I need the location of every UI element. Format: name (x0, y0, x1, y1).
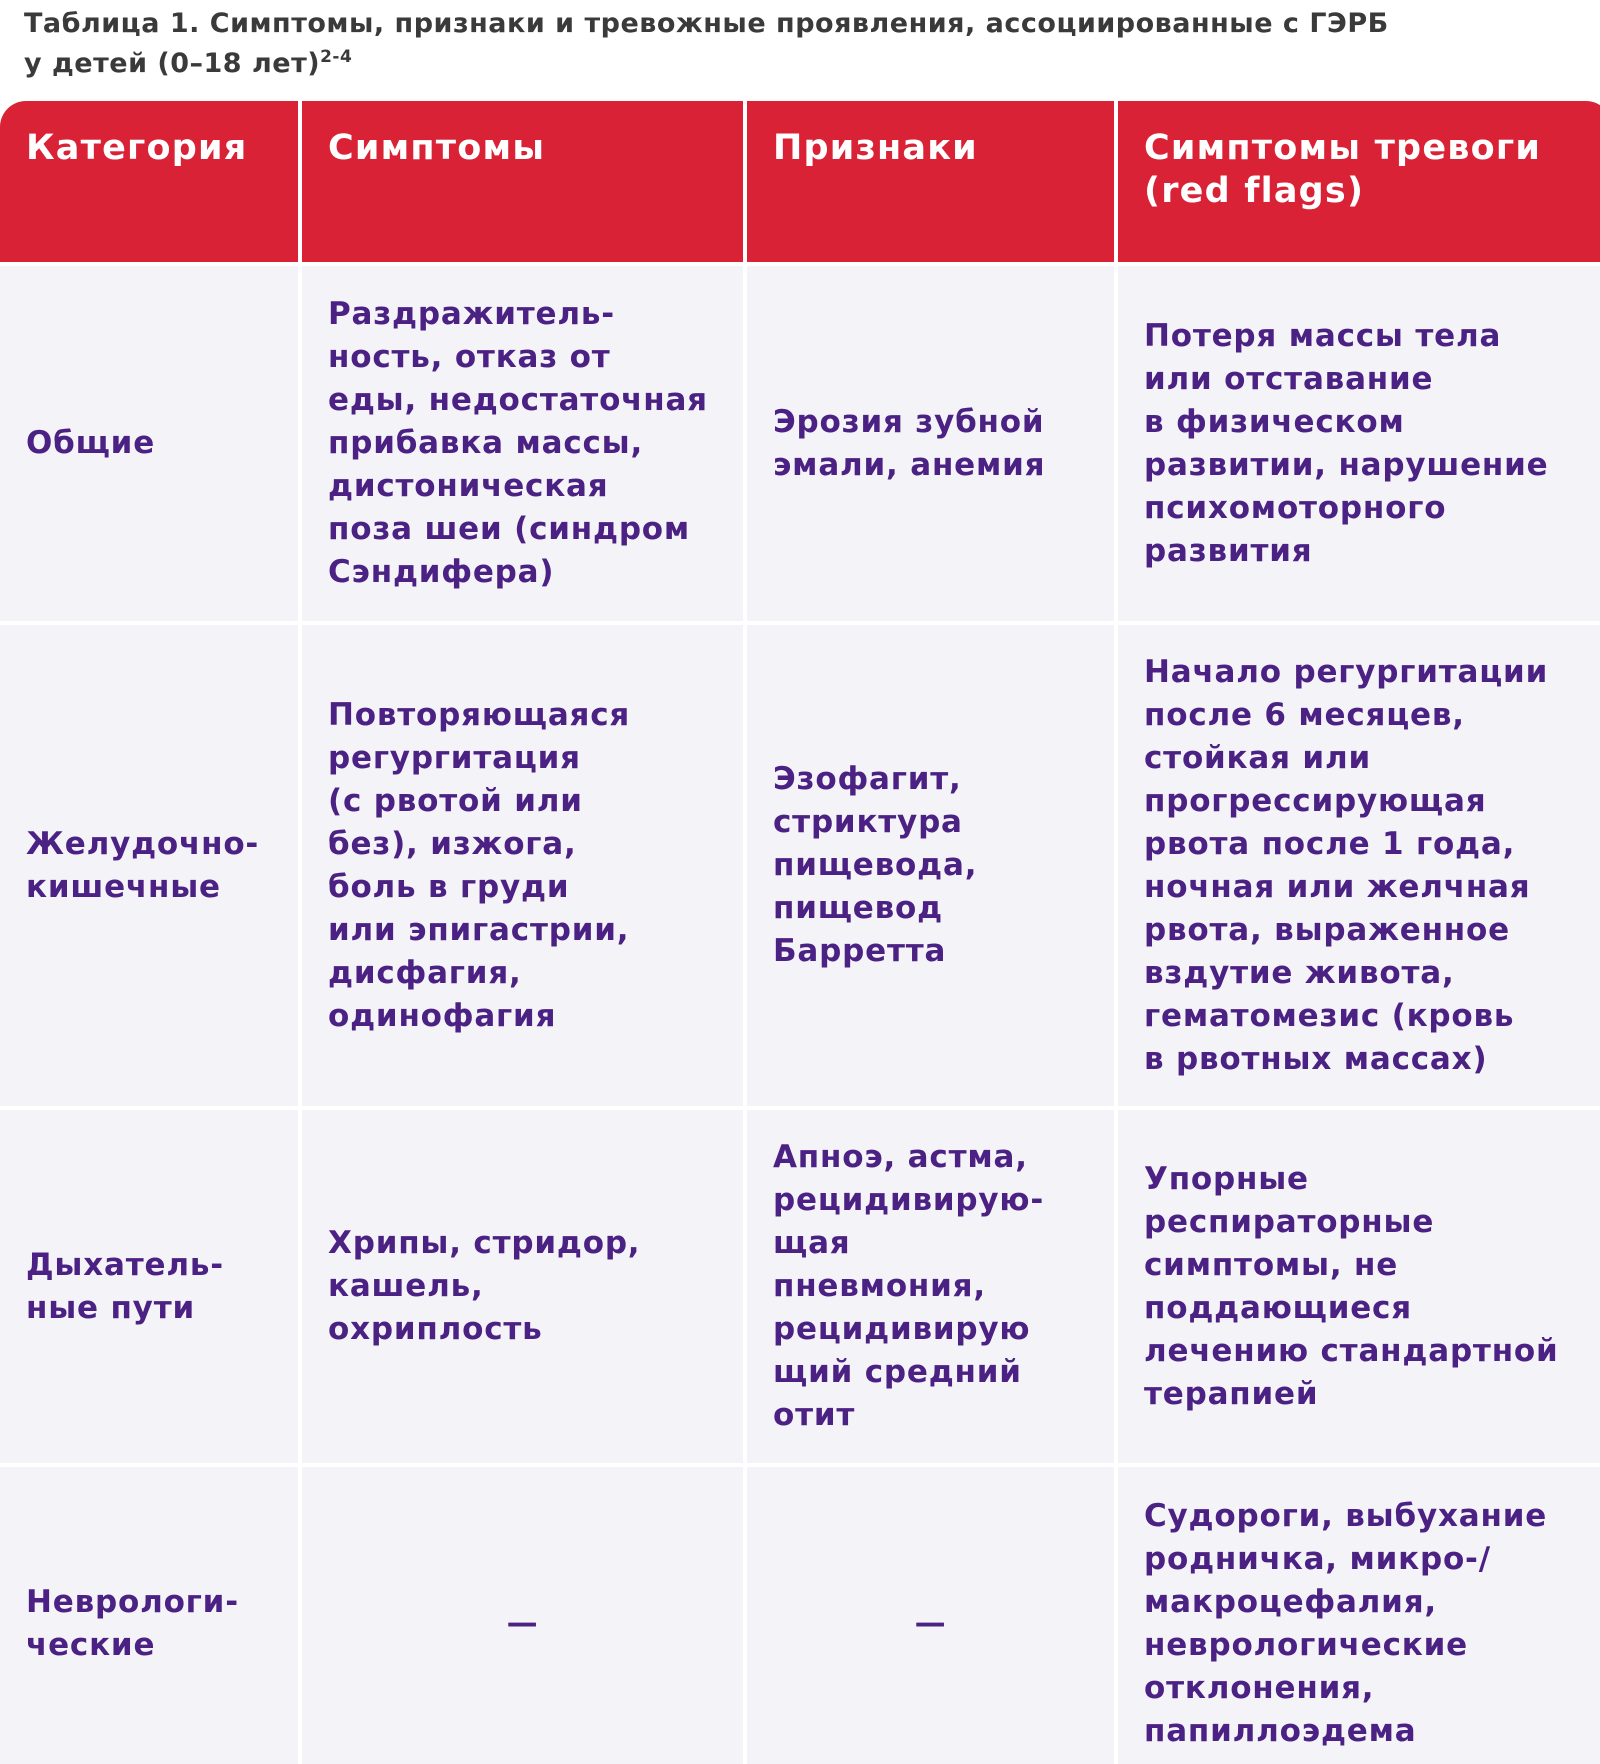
table-cell: Апноэ, астма, рецидивирую- щая пневмония… (747, 1110, 1114, 1463)
table-cell: Эрозия зубной эмали, анемия (747, 266, 1114, 621)
column-header: Признаки (747, 101, 1114, 262)
caption-text: Таблица 1. Симптомы, признаки и тревожны… (24, 8, 1389, 79)
table-cell: Раздражитель- ность, отказ от еды, недос… (302, 266, 743, 621)
table-cell: Судороги, выбухание родничка, микро-/ ма… (1118, 1467, 1600, 1764)
table-caption: Таблица 1. Симптомы, признаки и тревожны… (24, 4, 1389, 84)
column-header: Симптомы тревоги (red flags) (1118, 101, 1600, 262)
row-category: Неврологи- ческие (0, 1467, 298, 1764)
caption-reference: 2-4 (320, 47, 353, 67)
table-cell: — (747, 1467, 1114, 1764)
row-category: Желудочно- кишечные (0, 625, 298, 1106)
column-header: Симптомы (302, 101, 743, 262)
row-category: Общие (0, 266, 298, 621)
column-header: Категория (0, 101, 298, 262)
table-cell: Хрипы, стридор, кашель, охриплость (302, 1110, 743, 1463)
table: Категория Симптомы Признаки Симптомы тревог… (0, 101, 1600, 1764)
table-cell: Эзофагит, стриктура пищевода, пищевод Ба… (747, 625, 1114, 1106)
table-cell: Упорные респираторные симптомы, не подда… (1118, 1110, 1600, 1463)
row-category: Дыхатель- ные пути (0, 1110, 298, 1463)
table-cell: Начало регургитации после 6 месяцев, сто… (1118, 625, 1600, 1106)
table-cell: Повторяющаяся регургитация (с рвотой или… (302, 625, 743, 1106)
table-cell: Потеря массы тела или отставание в физич… (1118, 266, 1600, 621)
table-cell: — (302, 1467, 743, 1764)
